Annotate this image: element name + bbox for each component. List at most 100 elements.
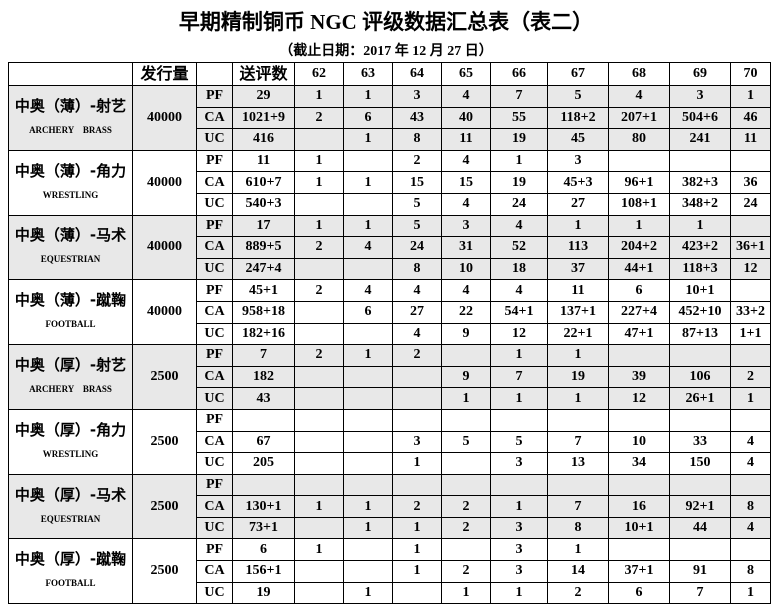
grade-count-cell: 43: [392, 106, 442, 130]
header-issue: 发行量: [132, 62, 197, 86]
grade-count-cell: 91: [669, 560, 731, 583]
header-grade-65: 65: [441, 62, 491, 86]
grade-count-cell: 9: [441, 365, 491, 389]
total-cell: 182+16: [232, 322, 295, 346]
grade-count-cell: 2: [392, 344, 442, 367]
table-row: 中奥（薄）-角力 WRESTLING 40000 PF 11 1 2 4 1 3: [8, 149, 771, 216]
table-row: UC 73+1 1 1 2 3 8 10+1 44 4: [9, 516, 771, 540]
table-row: CA 156+1 1 2 3 14 37+1 91 8: [9, 560, 771, 583]
grade-count-cell: 1: [343, 214, 393, 238]
coin-name-en: ARCHERY BRASS: [29, 384, 112, 395]
grade-count-cell: [669, 408, 731, 432]
table-row: 中奥（厚）-马术 EQUESTRIAN 2500 PF: [8, 473, 771, 540]
grade-type-cell: UC: [196, 452, 233, 475]
grade-count-cell: 207+1: [608, 106, 670, 130]
grade-count-cell: 4: [441, 192, 491, 216]
grade-count-cell: [343, 322, 393, 346]
grade-count-cell: 7: [669, 581, 731, 605]
table-row: CA 130+1 1 1 2 2 1 7 16 92+1 8: [9, 495, 771, 518]
grade-count-cell: [294, 365, 344, 389]
grade-count-cell: 1: [343, 128, 393, 151]
grade-count-cell: 8: [392, 257, 442, 281]
grade-count-cell: 1: [490, 344, 548, 367]
grade-count-cell: 4: [392, 322, 442, 346]
grade-count-cell: 12: [490, 322, 548, 346]
grade-count-cell: 3: [490, 538, 548, 562]
grade-count-cell: 1: [294, 85, 344, 108]
grade-count-cell: 92+1: [669, 495, 731, 518]
mintage-cell: 2500: [132, 473, 197, 540]
total-cell: 7: [232, 344, 295, 367]
grade-count-cell: 45+3: [547, 171, 609, 194]
grade-count-cell: 1: [490, 581, 548, 605]
coin-name-en: FOOTBALL: [45, 319, 96, 330]
grade-count-cell: 10+1: [669, 279, 731, 302]
grade-count-cell: 1: [547, 214, 609, 238]
total-cell: 416: [232, 128, 295, 151]
grade-count-cell: [669, 344, 731, 367]
grade-count-cell: 27: [547, 192, 609, 216]
grade-count-cell: [343, 430, 393, 454]
header-grade-63: 63: [343, 62, 393, 86]
grade-count-cell: [730, 149, 771, 173]
grade-count-cell: [490, 473, 548, 497]
grade-count-cell: 1: [441, 581, 491, 605]
grade-count-cell: 4: [730, 452, 771, 475]
coin-name-cell: 中奥（厚）-马术 EQUESTRIAN: [8, 473, 133, 540]
coin-name-cn: 中奥（薄）-射艺: [14, 96, 127, 115]
grade-count-cell: 54+1: [490, 300, 548, 324]
mintage-cell: 2500: [132, 408, 197, 475]
grade-count-cell: 118+2: [547, 106, 609, 130]
grade-count-cell: [343, 387, 393, 410]
grade-count-cell: 4: [343, 236, 393, 259]
grade-count-cell: [730, 279, 771, 302]
grade-count-cell: 4: [441, 85, 491, 108]
grade-count-cell: 5: [547, 85, 609, 108]
total-cell: 19: [232, 581, 295, 605]
grade-count-cell: 6: [343, 106, 393, 130]
grade-count-cell: 227+4: [608, 300, 670, 324]
grade-count-cell: 1+1: [730, 322, 771, 346]
grade-count-cell: [343, 560, 393, 583]
header-grade-62: 62: [294, 62, 344, 86]
table-row: 中奥（厚）-蹴鞠 FOOTBALL 2500 PF 6 1 1 3 1: [8, 538, 771, 605]
grade-count-cell: 37: [547, 257, 609, 281]
grade-count-cell: [730, 538, 771, 562]
coin-name-cn: 中奥（厚）-蹴鞠: [14, 550, 127, 569]
grade-count-cell: [294, 516, 344, 540]
grade-count-cell: 39: [608, 365, 670, 389]
header-name: [8, 62, 133, 86]
grade-count-cell: 4: [730, 516, 771, 540]
grade-count-cell: 26+1: [669, 387, 731, 410]
mintage-cell: 40000: [132, 279, 197, 346]
grade-count-cell: 4: [392, 279, 442, 302]
grade-count-cell: 1: [343, 495, 393, 518]
grade-count-cell: 11: [441, 128, 491, 151]
grade-count-cell: [730, 214, 771, 238]
total-cell: 610+7: [232, 171, 295, 194]
coin-name-en: EQUESTRIAN: [40, 513, 101, 524]
grade-type-cell: CA: [196, 365, 233, 389]
grade-type-cell: UC: [196, 322, 233, 346]
grade-type-cell: CA: [196, 430, 233, 454]
grade-count-cell: 4: [608, 85, 670, 108]
grade-count-cell: 12: [730, 257, 771, 281]
grade-count-cell: 46: [730, 106, 771, 130]
grade-type-cell: PF: [196, 149, 233, 173]
grade-count-cell: 2: [294, 106, 344, 130]
grade-count-cell: [392, 473, 442, 497]
grade-count-cell: [608, 473, 670, 497]
grade-count-cell: 9: [441, 322, 491, 346]
coin-name-cn: 中奥（厚）-射艺: [14, 356, 127, 375]
grade-count-cell: 1: [547, 344, 609, 367]
grade-count-cell: 22+1: [547, 322, 609, 346]
grade-count-cell: 1: [294, 149, 344, 173]
grade-count-cell: [441, 344, 491, 367]
grade-count-cell: 10: [608, 430, 670, 454]
total-cell: 1021+9: [232, 106, 295, 130]
grade-count-cell: 10: [441, 257, 491, 281]
table-row: UC 43 1 1 1 12 26+1 1: [9, 387, 771, 410]
grade-count-cell: 1: [730, 581, 771, 605]
table-row: UC 540+3 5 4 24 27 108+1 348+2 24: [9, 192, 771, 216]
grade-count-cell: [343, 452, 393, 475]
